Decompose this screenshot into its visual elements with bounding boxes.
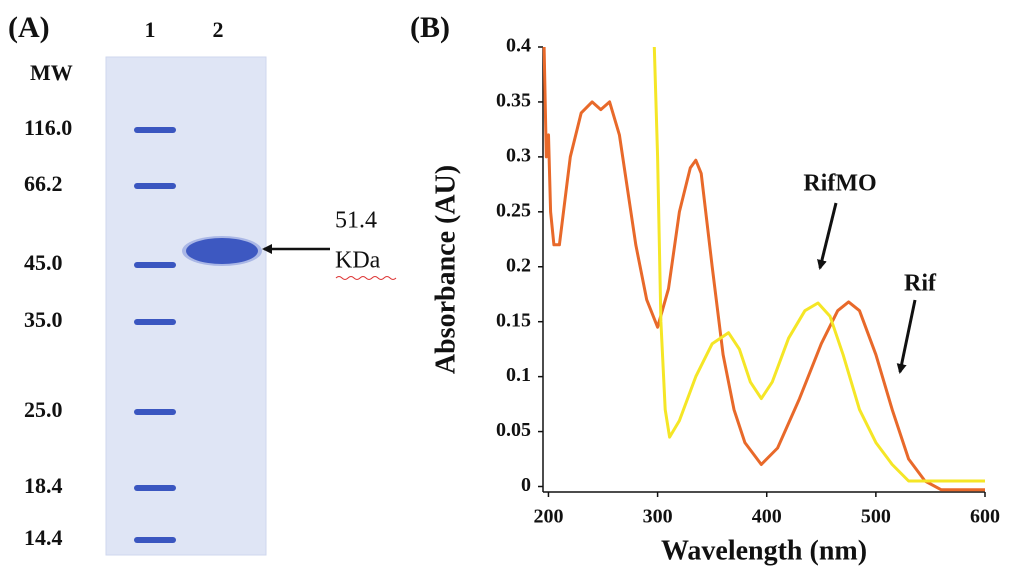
x-tick-label: 200	[533, 506, 563, 528]
y-axis-label: Absorbance (AU)	[430, 165, 461, 374]
y-tick-label: 0.25	[496, 199, 531, 221]
mw-label: 18.4	[24, 473, 63, 498]
gel	[106, 57, 266, 555]
y-tick-label: 0.1	[506, 364, 531, 386]
x-tick-label: 600	[970, 506, 1000, 528]
band-unit: KDa	[335, 248, 381, 274]
panel-a: (A) 1 2 MW 116.0 66.2 45.0 35.0 25.0 18.4 14.4…	[8, 11, 396, 555]
panel-label: (A)	[8, 11, 50, 44]
marker-band	[134, 262, 176, 268]
lane-label: 1	[145, 17, 156, 42]
marker-band	[134, 409, 176, 415]
spell-underline	[336, 277, 396, 280]
panel-label: (B)	[410, 11, 450, 44]
y-tick-label: 0.3	[506, 144, 531, 166]
mw-label: 25.0	[24, 397, 63, 422]
figure: (A) 1 2 MW 116.0 66.2 45.0 35.0 25.0 18.4 14.4…	[0, 0, 1023, 576]
y-tick-label: 0.4	[506, 35, 531, 57]
band-size: 51.4	[335, 208, 377, 234]
mw-label: 45.0	[24, 250, 63, 275]
x-tick-label: 500	[861, 506, 891, 528]
line	[544, 47, 985, 490]
y-tick-label: 0.2	[506, 254, 531, 276]
marker-band	[134, 485, 176, 491]
curve-arrow	[900, 300, 915, 372]
lane-label: 2	[213, 17, 224, 42]
chart: 0 0.05 0.1 0.15 0.2 0.25 0.3 0.35 0.4 200 300 400 50…	[430, 35, 1000, 567]
x-tick-label: 300	[643, 506, 673, 528]
mw-header: MW	[30, 60, 73, 85]
marker-band	[134, 183, 176, 189]
marker-band	[134, 319, 176, 325]
x-tick-label: 400	[752, 506, 782, 528]
curve-label: RifMO	[803, 171, 876, 197]
mw-label: 66.2	[24, 171, 63, 196]
x-axis-label: Wavelength (nm)	[661, 535, 867, 566]
y-tick-label: 0	[521, 474, 531, 496]
curve-arrow	[820, 203, 836, 268]
y-tick-label: 0.15	[496, 309, 531, 331]
marker-band	[134, 537, 176, 543]
marker-band	[134, 127, 176, 133]
y-tick-label: 0.05	[496, 419, 531, 441]
mw-label: 116.0	[24, 115, 72, 140]
curve-label: Rif	[904, 271, 937, 297]
mw-label: 35.0	[24, 307, 63, 332]
y-tick-label: 0.35	[496, 90, 531, 112]
mw-label: 14.4	[24, 525, 63, 550]
band-halo	[182, 236, 262, 266]
